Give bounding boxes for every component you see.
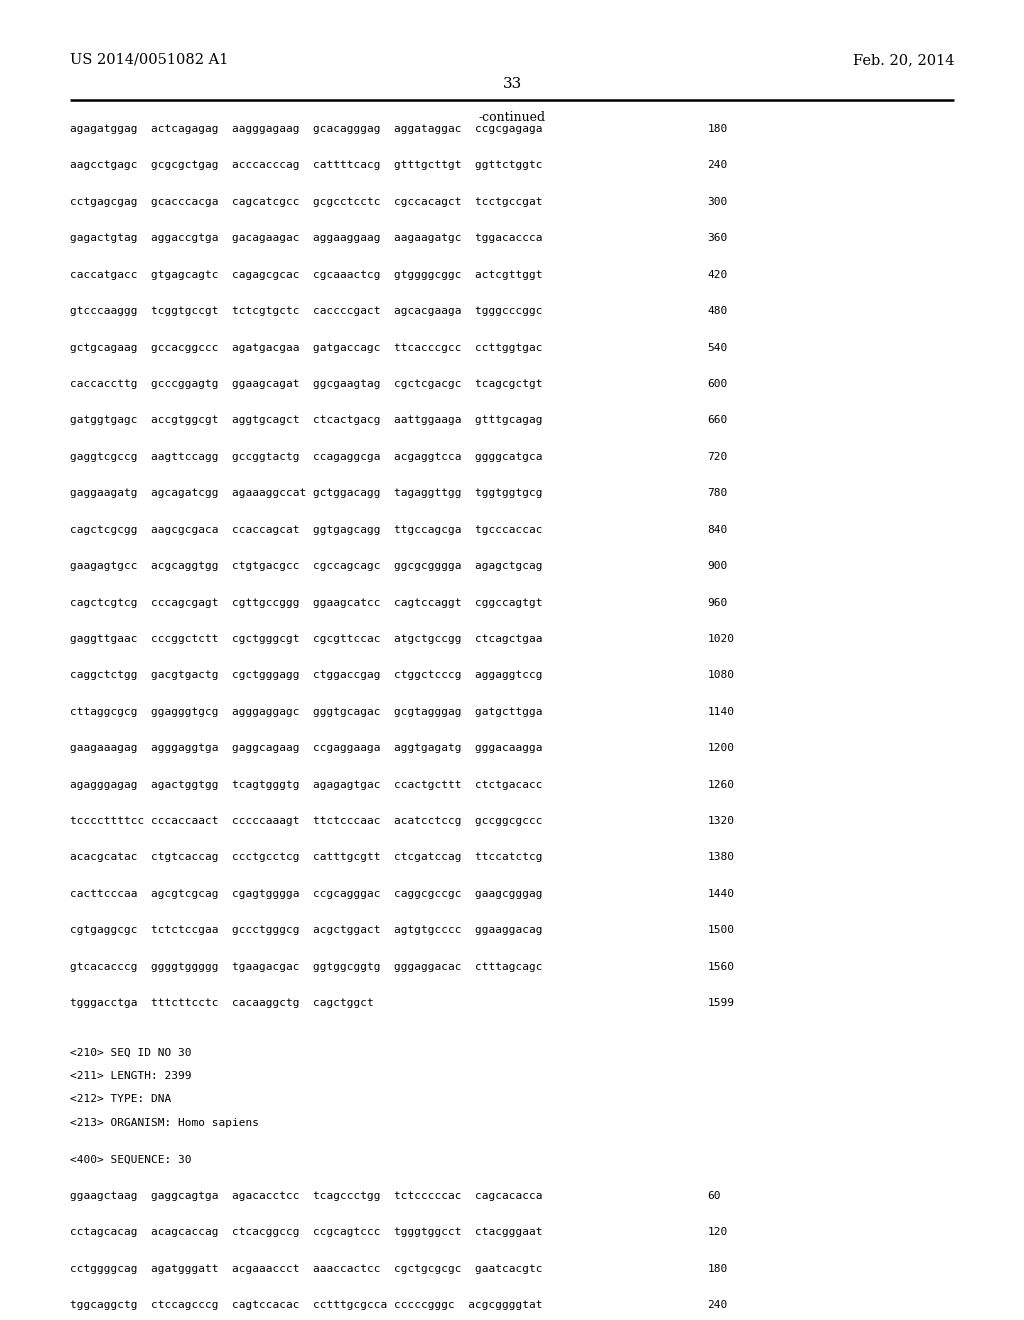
Text: 300: 300 (708, 197, 728, 207)
Text: ggaagctaag  gaggcagtga  agacacctcc  tcagccctgg  tctcccccac  cagcacacca: ggaagctaag gaggcagtga agacacctcc tcagccc… (70, 1191, 542, 1201)
Text: gtcccaaggg  tcggtgccgt  tctcgtgctc  caccccgact  agcacgaaga  tgggcccggc: gtcccaaggg tcggtgccgt tctcgtgctc caccccg… (70, 306, 542, 317)
Text: 1560: 1560 (708, 962, 734, 972)
Text: gaagaaagag  agggaggtga  gaggcagaag  ccgaggaaga  aggtgagatg  gggacaagga: gaagaaagag agggaggtga gaggcagaag ccgagga… (70, 743, 542, 754)
Text: 720: 720 (708, 451, 728, 462)
Text: 1320: 1320 (708, 816, 734, 826)
Text: gatggtgagc  accgtggcgt  aggtgcagct  ctcactgacg  aattggaaga  gtttgcagag: gatggtgagc accgtggcgt aggtgcagct ctcactg… (70, 416, 542, 425)
Text: 1380: 1380 (708, 853, 734, 862)
Text: 33: 33 (503, 77, 521, 91)
Text: 360: 360 (708, 234, 728, 243)
Text: 1500: 1500 (708, 925, 734, 936)
Text: 1080: 1080 (708, 671, 734, 680)
Text: 240: 240 (708, 161, 728, 170)
Text: gaggttgaac  cccggctctt  cgctgggcgt  cgcgttccac  atgctgccgg  ctcagctgaa: gaggttgaac cccggctctt cgctgggcgt cgcgttc… (70, 634, 542, 644)
Text: tggcaggctg  ctccagcccg  cagtccacac  cctttgcgcca cccccgggc  acgcggggtat: tggcaggctg ctccagcccg cagtccacac cctttgc… (70, 1300, 542, 1309)
Text: cacttcccaa  agcgtcgcag  cgagtgggga  ccgcagggac  caggcgccgc  gaagcgggag: cacttcccaa agcgtcgcag cgagtgggga ccgcagg… (70, 888, 542, 899)
Text: 780: 780 (708, 488, 728, 498)
Text: cgtgaggcgc  tctctccgaa  gccctgggcg  acgctggact  agtgtgcccc  ggaaggacag: cgtgaggcgc tctctccgaa gccctgggcg acgctgg… (70, 925, 542, 936)
Text: cagctcgtcg  cccagcgagt  cgttgccggg  ggaagcatcc  cagtccaggt  cggccagtgt: cagctcgtcg cccagcgagt cgttgccggg ggaagca… (70, 598, 542, 607)
Text: 1599: 1599 (708, 998, 734, 1008)
Text: <211> LENGTH: 2399: <211> LENGTH: 2399 (70, 1071, 191, 1081)
Text: 840: 840 (708, 524, 728, 535)
Text: 1260: 1260 (708, 780, 734, 789)
Text: 1140: 1140 (708, 706, 734, 717)
Text: gagactgtag  aggaccgtga  gacagaagac  aggaaggaag  aagaagatgc  tggacaccca: gagactgtag aggaccgtga gacagaagac aggaagg… (70, 234, 542, 243)
Text: 1020: 1020 (708, 634, 734, 644)
Text: Feb. 20, 2014: Feb. 20, 2014 (853, 53, 954, 67)
Text: cttaggcgcg  ggagggtgcg  agggaggagc  gggtgcagac  gcgtagggag  gatgcttgga: cttaggcgcg ggagggtgcg agggaggagc gggtgca… (70, 706, 542, 717)
Text: caccatgacc  gtgagcagtc  cagagcgcac  cgcaaactcg  gtggggcggc  actcgttggt: caccatgacc gtgagcagtc cagagcgcac cgcaaac… (70, 269, 542, 280)
Text: gctgcagaag  gccacggccc  agatgacgaa  gatgaccagc  ttcacccgcc  ccttggtgac: gctgcagaag gccacggccc agatgacgaa gatgacc… (70, 343, 542, 352)
Text: 900: 900 (708, 561, 728, 572)
Text: aagcctgagc  gcgcgctgag  acccacccag  cattttcacg  gtttgcttgt  ggttctggtc: aagcctgagc gcgcgctgag acccacccag cattttc… (70, 161, 542, 170)
Text: agagatggag  actcagagag  aagggagaag  gcacagggag  aggataggac  ccgcgagaga: agagatggag actcagagag aagggagaag gcacagg… (70, 124, 542, 135)
Text: 600: 600 (708, 379, 728, 389)
Text: gtcacacccg  ggggtggggg  tgaagacgac  ggtggcggtg  gggaggacac  ctttagcagc: gtcacacccg ggggtggggg tgaagacgac ggtggcg… (70, 962, 542, 972)
Text: 180: 180 (708, 124, 728, 135)
Text: cctagcacag  acagcaccag  ctcacggccg  ccgcagtccc  tgggtggcct  ctacgggaat: cctagcacag acagcaccag ctcacggccg ccgcagt… (70, 1228, 542, 1237)
Text: <212> TYPE: DNA: <212> TYPE: DNA (70, 1094, 171, 1105)
Text: acacgcatac  ctgtcaccag  ccctgcctcg  catttgcgtt  ctcgatccag  ttccatctcg: acacgcatac ctgtcaccag ccctgcctcg catttgc… (70, 853, 542, 862)
Text: cagctcgcgg  aagcgcgaca  ccaccagcat  ggtgagcagg  ttgccagcga  tgcccaccac: cagctcgcgg aagcgcgaca ccaccagcat ggtgagc… (70, 524, 542, 535)
Text: 660: 660 (708, 416, 728, 425)
Text: 60: 60 (708, 1191, 721, 1201)
Text: 480: 480 (708, 306, 728, 317)
Text: cctggggcag  agatgggatt  acgaaaccct  aaaccactcc  cgctgcgcgc  gaatcacgtc: cctggggcag agatgggatt acgaaaccct aaaccac… (70, 1263, 542, 1274)
Text: gaggtcgccg  aagttccagg  gccggtactg  ccagaggcga  acgaggtcca  ggggcatgca: gaggtcgccg aagttccagg gccggtactg ccagagg… (70, 451, 542, 462)
Text: gaggaagatg  agcagatcgg  agaaaggccat gctggacagg  tagaggttgg  tggtggtgcg: gaggaagatg agcagatcgg agaaaggccat gctgga… (70, 488, 542, 498)
Text: 540: 540 (708, 343, 728, 352)
Text: <213> ORGANISM: Homo sapiens: <213> ORGANISM: Homo sapiens (70, 1118, 259, 1129)
Text: 420: 420 (708, 269, 728, 280)
Text: gaagagtgcc  acgcaggtgg  ctgtgacgcc  cgccagcagc  ggcgcgggga  agagctgcag: gaagagtgcc acgcaggtgg ctgtgacgcc cgccagc… (70, 561, 542, 572)
Text: 240: 240 (708, 1300, 728, 1309)
Text: caccaccttg  gcccggagtg  ggaagcagat  ggcgaagtag  cgctcgacgc  tcagcgctgt: caccaccttg gcccggagtg ggaagcagat ggcgaag… (70, 379, 542, 389)
Text: cctgagcgag  gcacccacga  cagcatcgcc  gcgcctcctc  cgccacagct  tcctgccgat: cctgagcgag gcacccacga cagcatcgcc gcgcctc… (70, 197, 542, 207)
Text: tgggacctga  tttcttcctc  cacaaggctg  cagctggct: tgggacctga tttcttcctc cacaaggctg cagctgg… (70, 998, 374, 1008)
Text: US 2014/0051082 A1: US 2014/0051082 A1 (70, 53, 228, 67)
Text: caggctctgg  gacgtgactg  cgctgggagg  ctggaccgag  ctggctcccg  aggaggtccg: caggctctgg gacgtgactg cgctgggagg ctggacc… (70, 671, 542, 680)
Text: 180: 180 (708, 1263, 728, 1274)
Text: tccccttttcc cccaccaact  cccccaaagt  ttctcccaac  acatcctccg  gccggcgccc: tccccttttcc cccaccaact cccccaaagt ttctcc… (70, 816, 542, 826)
Text: -continued: -continued (478, 111, 546, 124)
Text: 1440: 1440 (708, 888, 734, 899)
Text: <400> SEQUENCE: 30: <400> SEQUENCE: 30 (70, 1155, 191, 1164)
Text: 120: 120 (708, 1228, 728, 1237)
Text: 1200: 1200 (708, 743, 734, 754)
Text: agagggagag  agactggtgg  tcagtgggtg  agagagtgac  ccactgcttt  ctctgacacc: agagggagag agactggtgg tcagtgggtg agagagt… (70, 780, 542, 789)
Text: <210> SEQ ID NO 30: <210> SEQ ID NO 30 (70, 1048, 191, 1057)
Text: 960: 960 (708, 598, 728, 607)
